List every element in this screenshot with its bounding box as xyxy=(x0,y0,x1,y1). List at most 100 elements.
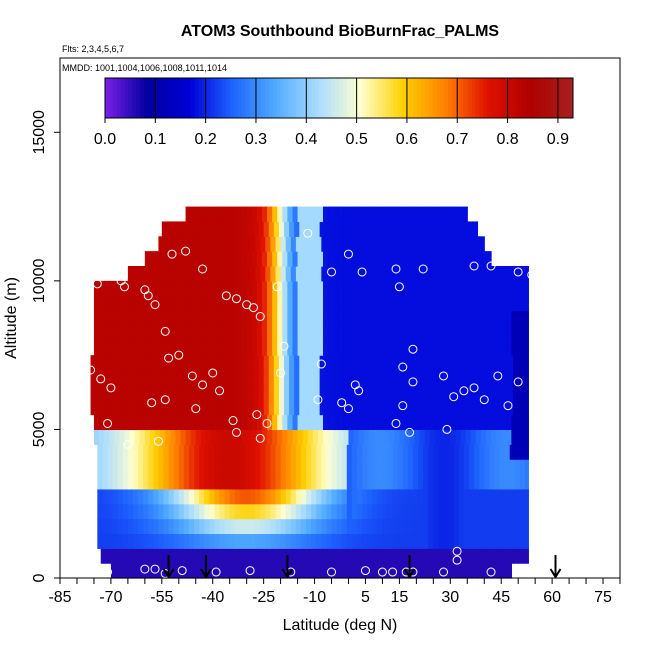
heatmap-cell xyxy=(394,310,400,327)
colorbar-segment xyxy=(144,78,149,118)
heatmap-cell xyxy=(311,266,317,282)
observation-point xyxy=(215,386,225,396)
heatmap-cell xyxy=(433,488,440,505)
heatmap-cell xyxy=(428,444,434,460)
heatmap-cell xyxy=(458,533,465,549)
heatmap-cell xyxy=(114,325,120,341)
heatmap-cell xyxy=(496,310,502,327)
heatmap-cell xyxy=(475,325,482,341)
heatmap-cell xyxy=(468,444,475,460)
heatmap-cell xyxy=(280,459,287,475)
heatmap-cell xyxy=(334,370,341,386)
heatmap-cell xyxy=(261,310,268,327)
heatmap-cell xyxy=(513,355,519,371)
heatmap-cell xyxy=(100,370,107,386)
heatmap-cell xyxy=(314,399,321,416)
observation-point xyxy=(459,386,469,396)
heatmap-cell xyxy=(502,399,509,416)
heatmap-cell xyxy=(402,503,409,520)
heatmap-cell xyxy=(207,384,214,401)
heatmap-cell xyxy=(131,399,137,416)
heatmap-cell xyxy=(258,221,265,237)
heatmap-cell xyxy=(440,295,446,312)
heatmap-cell xyxy=(487,355,494,371)
heatmap-cell xyxy=(194,474,200,490)
heatmap-cell xyxy=(158,459,165,475)
heatmap-cell xyxy=(192,370,199,386)
heatmap-cell xyxy=(379,325,385,341)
heatmap-cell xyxy=(367,266,373,282)
observation-point xyxy=(303,228,313,238)
heatmap-cell xyxy=(202,399,209,416)
heatmap-cell xyxy=(338,325,344,341)
heatmap-cell xyxy=(453,459,460,475)
heatmap-cell xyxy=(272,340,278,356)
heatmap-cell xyxy=(356,459,363,475)
heatmap-cell xyxy=(350,563,356,579)
heatmap-cell xyxy=(345,370,351,386)
heatmap-cell xyxy=(365,221,372,237)
observation-point xyxy=(493,371,503,381)
heatmap-cell xyxy=(200,414,207,431)
heatmap-cell xyxy=(151,370,158,386)
heatmap-cell xyxy=(255,518,261,535)
colorbar-segment xyxy=(549,78,554,118)
heatmap-cell xyxy=(455,280,462,297)
heatmap-cell xyxy=(289,399,295,416)
heatmap-cell xyxy=(224,474,231,490)
heatmap-cell xyxy=(304,370,311,386)
heatmap-cell xyxy=(138,459,144,475)
heatmap-cell xyxy=(480,325,487,341)
heatmap-cell xyxy=(160,310,166,327)
heatmap-cell xyxy=(219,444,226,460)
heatmap-cell xyxy=(200,325,207,341)
heatmap-cell xyxy=(438,533,445,549)
heatmap-cell xyxy=(373,251,380,267)
heatmap-cell xyxy=(214,266,221,282)
heatmap-cell xyxy=(316,503,322,520)
observation-point xyxy=(177,566,187,576)
heatmap-cell xyxy=(351,488,358,505)
heatmap-cell xyxy=(404,340,411,356)
heatmap-cell xyxy=(358,206,365,223)
heatmap-cell xyxy=(172,384,178,401)
colorbar-segment xyxy=(366,78,371,118)
heatmap-cell xyxy=(455,295,462,312)
heatmap-cell xyxy=(278,563,285,579)
heatmap-cell xyxy=(489,503,496,520)
heatmap-cell xyxy=(402,533,409,549)
heatmap-cell xyxy=(251,340,258,356)
heatmap-cell xyxy=(323,280,329,297)
heatmap-cell xyxy=(260,518,266,535)
heatmap-cell xyxy=(224,488,231,505)
heatmap-cell xyxy=(521,280,528,297)
colorbar-segment xyxy=(545,78,551,118)
heatmap-cell xyxy=(489,533,496,549)
heatmap-cell xyxy=(143,533,149,549)
heatmap-cell xyxy=(131,370,137,386)
colorbar-segment xyxy=(378,78,383,118)
heatmap-cell xyxy=(209,444,216,460)
heatmap-cell xyxy=(443,236,450,252)
heatmap-cell xyxy=(165,251,171,267)
heatmap-cell xyxy=(343,325,350,341)
heatmap-cell xyxy=(496,295,502,312)
heatmap-cell xyxy=(219,488,226,505)
heatmap-cell xyxy=(360,399,367,416)
heatmap-cell xyxy=(155,325,161,341)
observation-point xyxy=(439,567,449,577)
heatmap-cell xyxy=(333,206,339,223)
heatmap-cell xyxy=(272,429,278,445)
heatmap-cell xyxy=(382,236,389,252)
heatmap-cell xyxy=(172,355,178,371)
heatmap-cell xyxy=(353,429,360,445)
heatmap-cell xyxy=(141,370,148,386)
heatmap-cell xyxy=(265,503,272,520)
heatmap-cell xyxy=(287,295,294,312)
heatmap-cell xyxy=(302,414,309,431)
heatmap-cell xyxy=(470,340,477,356)
heatmap-cell xyxy=(350,399,356,416)
heatmap-cell xyxy=(453,444,460,460)
heatmap-cell xyxy=(479,474,485,490)
heatmap-cell xyxy=(172,548,178,564)
